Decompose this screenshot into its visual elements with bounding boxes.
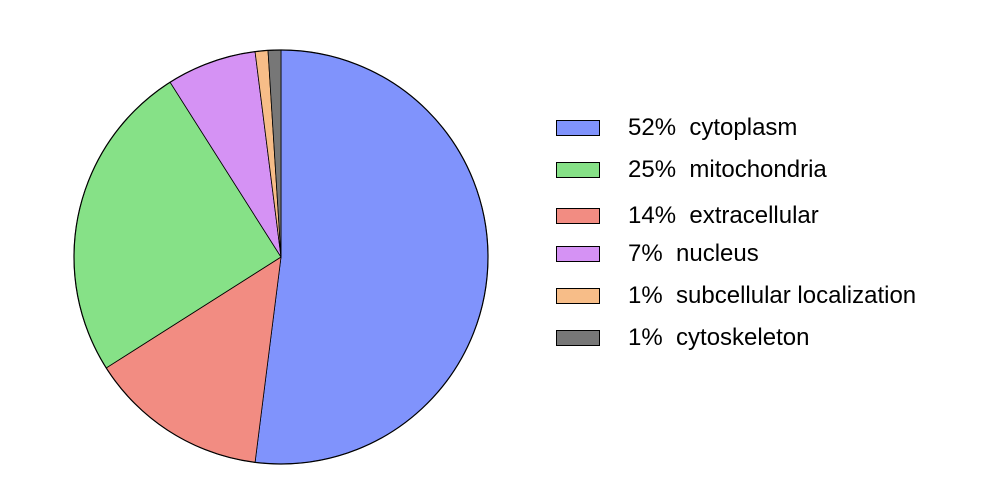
legend-item: 52% cytoplasm [556, 113, 797, 143]
legend-label: 1% cytoskeleton [628, 324, 810, 351]
legend-item: 7% nucleus [556, 239, 759, 269]
legend-item: 1% subcellular localization [556, 281, 916, 311]
legend-swatch [556, 330, 600, 346]
legend-label: 52% cytoplasm [628, 114, 798, 141]
legend-swatch [556, 120, 600, 136]
pie-slice-0 [254, 49, 489, 465]
legend-item: 25% mitochondria [556, 155, 827, 185]
legend-label: 14% extracellular [628, 202, 819, 229]
pie-outline [73, 49, 489, 465]
legend-swatch [556, 246, 600, 262]
legend-label: 7% nucleus [628, 240, 759, 267]
legend-label: 1% subcellular localization [628, 282, 917, 309]
legend-item: 14% extracellular [556, 201, 819, 231]
legend-label: 25% mitochondria [628, 156, 827, 183]
legend-swatch [556, 208, 600, 224]
legend-swatch [556, 288, 600, 304]
legend-swatch [556, 162, 600, 178]
legend-item: 1% cytoskeleton [556, 323, 809, 353]
